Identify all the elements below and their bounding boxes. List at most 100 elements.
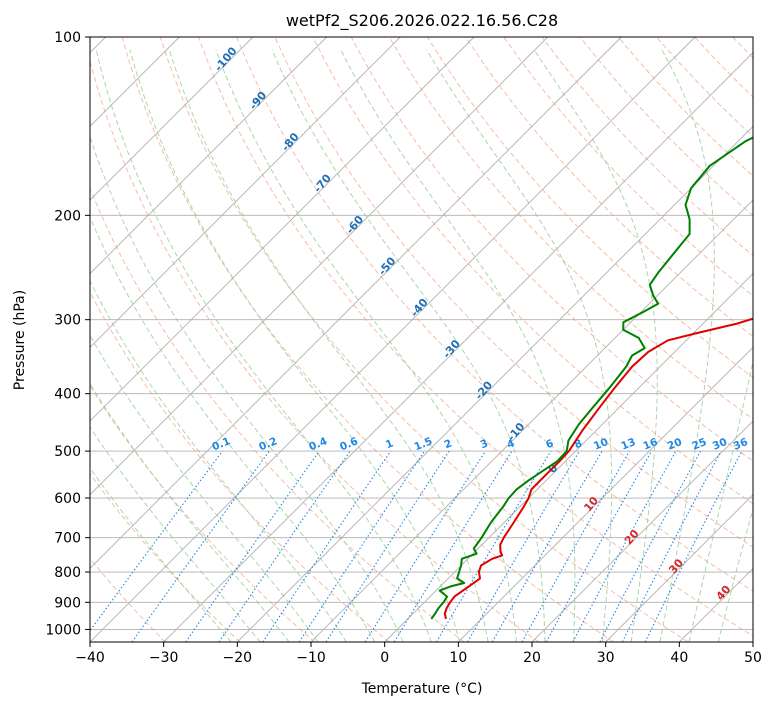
dry-adiabat xyxy=(503,37,753,297)
mixing-ratio-label: 16 xyxy=(641,436,659,453)
temperature-profile-line xyxy=(443,317,753,620)
y-tick-label: 900 xyxy=(54,595,81,611)
y-tick-label: 800 xyxy=(54,565,81,581)
dry-adiabat xyxy=(198,37,753,637)
y-tick-label: 1000 xyxy=(45,622,81,638)
mixing-ratio-line xyxy=(131,450,270,642)
mixing-ratio-label: 6 xyxy=(544,437,555,451)
isotherm-line xyxy=(531,420,753,642)
mixing-ratio-label: 4 xyxy=(505,437,516,451)
dry-adiabat xyxy=(90,186,465,642)
dewpoint-profile-line xyxy=(430,136,753,620)
mixing-ratio-label: 8 xyxy=(573,437,584,451)
mixing-ratio-line xyxy=(325,450,450,642)
pressure-gridlines xyxy=(90,37,753,630)
mixing-ratio-line xyxy=(521,450,630,642)
y-axis-label: Pressure (hPa) xyxy=(12,290,28,390)
mixing-ratio-label: 20 xyxy=(666,436,684,453)
mixing-ratio-line xyxy=(599,450,701,642)
isotherm-line xyxy=(458,346,753,642)
mixing-ratio-label: 10 xyxy=(592,436,610,453)
moist-adiabat xyxy=(688,358,753,642)
moist-adiabats xyxy=(90,49,753,642)
isotherm-line xyxy=(310,199,753,642)
mixing-ratio-line xyxy=(491,450,603,642)
mixing-ratio-line xyxy=(545,450,653,642)
isotherm-line xyxy=(90,37,327,275)
isotherm-line xyxy=(90,37,254,201)
y-axis-ticks: 100 200 300 400 500 600 700 800 900 1000 xyxy=(45,30,90,638)
moist-adiabat xyxy=(271,49,546,642)
dry-adiabat xyxy=(90,472,241,642)
x-tick-label: −10 xyxy=(296,650,326,666)
moist-adiabat xyxy=(129,49,461,642)
isotherm-line xyxy=(90,37,696,642)
x-tick-label: −20 xyxy=(223,650,253,666)
isotherm-line xyxy=(90,37,475,422)
mixing-ratio-label: 13 xyxy=(619,436,637,453)
dry-adiabat xyxy=(121,37,614,642)
moist-adiabat xyxy=(168,49,489,642)
y-tick-label: 500 xyxy=(54,444,81,460)
moist-adiabat xyxy=(533,49,658,642)
dry-adiabat xyxy=(274,37,753,548)
chart-title: wetPf2_S206.2026.022.16.56.C28 xyxy=(286,11,558,31)
x-tick-label: 50 xyxy=(744,650,762,666)
y-tick-label: 100 xyxy=(54,30,81,46)
skewed-isotherms xyxy=(90,37,753,642)
x-tick-label: 10 xyxy=(449,650,467,666)
x-tick-label: 0 xyxy=(380,650,389,666)
moist-adiabat xyxy=(717,506,753,642)
x-axis-label: Temperature (°C) xyxy=(361,681,483,697)
dry-adiabat xyxy=(350,37,753,462)
x-tick-label: 40 xyxy=(670,650,688,666)
moist-adiabat xyxy=(340,49,576,642)
mixing-ratio-label: 2 xyxy=(442,437,453,451)
mixing-ratio-line xyxy=(364,450,486,642)
dry-adiabat xyxy=(90,557,166,642)
dry-adiabat xyxy=(90,291,390,642)
isotherm-line xyxy=(605,494,753,642)
dry-adiabat xyxy=(90,59,540,642)
isotherm-line xyxy=(237,125,753,642)
mixing-ratio-label: 25 xyxy=(690,436,708,453)
isotherm-line xyxy=(163,52,753,642)
moist-adiabat xyxy=(90,215,376,642)
dry-adiabat xyxy=(159,37,689,642)
dry-adiabat xyxy=(426,37,753,378)
x-axis-ticks: −40 −30 −20 −10 0 10 20 30 40 50 xyxy=(75,642,762,666)
mixing-ratio-line xyxy=(435,450,552,642)
mixing-ratio-line xyxy=(572,450,677,642)
y-tick-label: 600 xyxy=(54,491,81,507)
x-tick-label: −40 xyxy=(75,650,105,666)
mixing-ratio-line xyxy=(90,450,223,632)
mixing-ratio-line xyxy=(621,450,722,642)
y-tick-label: 400 xyxy=(54,387,81,403)
profile-series xyxy=(430,136,753,620)
mixing-ratio-label: 30 xyxy=(711,436,729,453)
x-tick-label: 30 xyxy=(597,650,615,666)
moist-adiabat xyxy=(90,279,347,642)
mixing-ratio-line xyxy=(218,450,351,642)
mixing-ratio-line xyxy=(262,450,392,642)
mixing-ratio-line xyxy=(467,450,580,642)
mixing-ratio-line xyxy=(298,450,425,642)
isotherm-line xyxy=(90,37,401,348)
mixing-ratio-label: 1 xyxy=(384,437,395,451)
y-tick-label: 200 xyxy=(54,208,81,224)
moist-adiabat xyxy=(215,49,517,642)
isotherm-line xyxy=(90,37,548,496)
isotherm-line xyxy=(90,37,622,569)
y-tick-label: 700 xyxy=(54,531,81,547)
isotherm-line xyxy=(384,273,753,642)
mixing-ratio-label: 3 xyxy=(479,437,490,451)
mixing-ratio-label: 36 xyxy=(732,436,750,453)
x-tick-label: 20 xyxy=(523,650,541,666)
y-tick-label: 300 xyxy=(54,313,81,329)
dry-adiabat xyxy=(236,37,753,592)
x-tick-label: −30 xyxy=(149,650,179,666)
mixing-ratio-line xyxy=(644,450,743,642)
moist-adiabat xyxy=(90,135,404,642)
